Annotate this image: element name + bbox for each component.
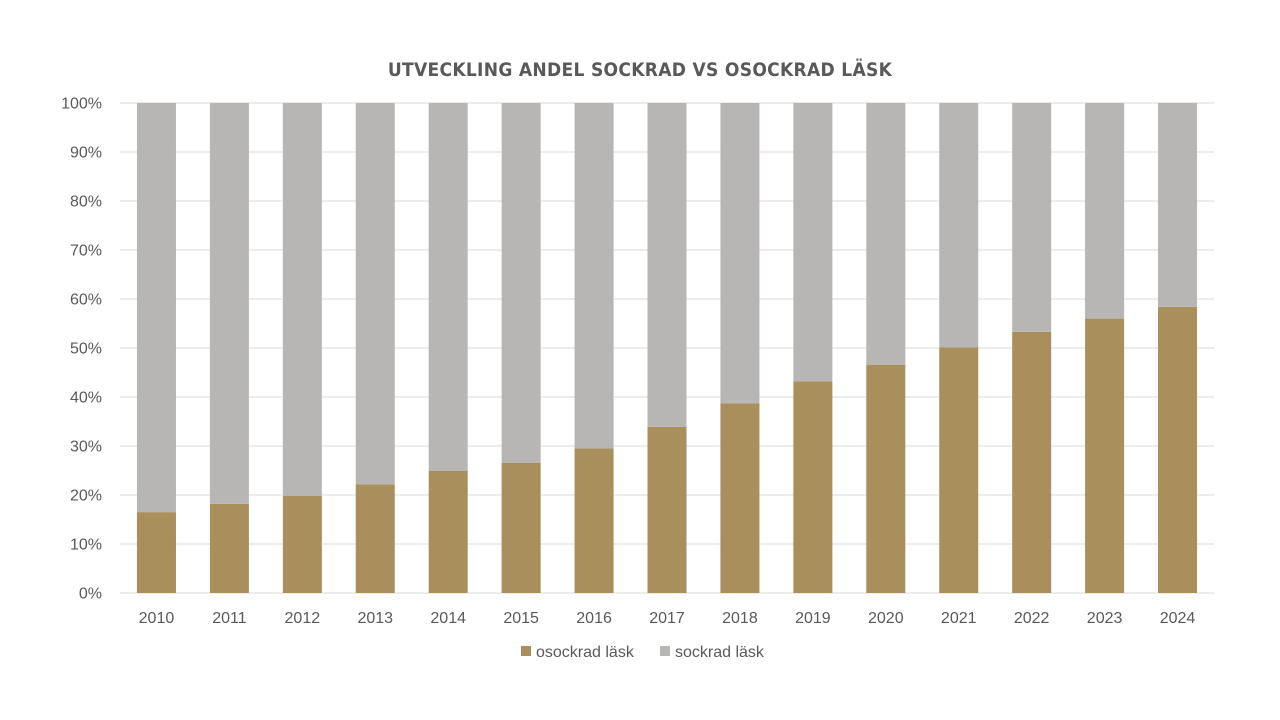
x-tick-label: 2016 — [576, 610, 612, 627]
x-tick-label: 2024 — [1160, 610, 1196, 627]
bar-sockrad — [793, 103, 833, 382]
bar-osockrad — [428, 470, 468, 593]
legend-swatch-sockrad — [660, 646, 670, 656]
bar-sockrad — [574, 103, 614, 449]
x-tick-label: 2020 — [868, 610, 904, 627]
bar-sockrad — [355, 103, 395, 485]
y-axis-ticks: 0% 10% 20% 30% 40% 50% 60% 70% 80% 90% 100% — [61, 96, 102, 603]
bar-sockrad — [939, 103, 979, 348]
bar-osockrad — [136, 512, 176, 593]
bar-osockrad — [1085, 318, 1125, 593]
bar-sockrad — [1085, 103, 1125, 319]
chart-title: UTVECKLING ANDEL SOCKRAD VS OSOCKRAD LÄS… — [388, 57, 893, 81]
x-tick-label: 2011 — [212, 610, 247, 627]
x-tick-label: 2015 — [503, 610, 539, 627]
x-tick-label: 2017 — [649, 610, 685, 627]
bar-osockrad — [574, 448, 614, 593]
bar-sockrad — [209, 103, 249, 504]
y-tick-label: 90% — [70, 145, 102, 162]
legend-label-sockrad: sockrad läsk — [675, 644, 765, 661]
legend-label-osockrad: osockrad läsk — [536, 644, 635, 661]
y-tick-label: 80% — [70, 194, 102, 211]
bar-sockrad — [136, 103, 176, 513]
y-tick-label: 70% — [70, 243, 102, 260]
bar-sockrad — [720, 103, 760, 404]
bar-sockrad — [282, 103, 322, 496]
bar-osockrad — [282, 495, 322, 593]
y-tick-label: 30% — [70, 439, 102, 456]
bar-osockrad — [501, 462, 541, 593]
x-tick-label: 2019 — [795, 610, 831, 627]
x-tick-label: 2023 — [1087, 610, 1123, 627]
bar-sockrad — [501, 103, 541, 463]
bar-osockrad — [939, 347, 979, 593]
y-tick-label: 100% — [61, 96, 102, 113]
y-tick-label: 40% — [70, 390, 102, 407]
bar-sockrad — [428, 103, 468, 471]
x-tick-label: 2013 — [357, 610, 393, 627]
x-tick-label: 2012 — [285, 610, 321, 627]
bar-sockrad — [1158, 103, 1198, 307]
y-tick-label: 10% — [70, 537, 102, 554]
x-tick-label: 2022 — [1014, 610, 1050, 627]
legend-swatch-osockrad — [521, 646, 531, 656]
legend: osockrad läsk sockrad läsk — [521, 644, 765, 661]
bar-osockrad — [209, 503, 249, 593]
y-tick-label: 60% — [70, 292, 102, 309]
bar-osockrad — [866, 364, 906, 593]
bars — [136, 103, 1198, 593]
x-tick-label: 2021 — [941, 610, 977, 627]
bar-sockrad — [647, 103, 687, 427]
y-tick-label: 20% — [70, 488, 102, 505]
x-tick-label: 2018 — [722, 610, 758, 627]
bar-osockrad — [793, 381, 833, 593]
bar-sockrad — [866, 103, 906, 365]
x-axis-ticks: 2010 2011 2012 2013 2014 2015 2016 2017 2018 2019… — [139, 610, 1196, 627]
bar-sockrad — [1012, 103, 1052, 332]
bar-osockrad — [1012, 331, 1052, 593]
x-tick-label: 2010 — [139, 610, 175, 627]
bar-osockrad — [720, 403, 760, 593]
y-tick-label: 50% — [70, 341, 102, 358]
bar-osockrad — [355, 484, 395, 593]
bar-osockrad — [1158, 306, 1198, 593]
bar-osockrad — [647, 426, 687, 593]
y-tick-label: 0% — [79, 586, 102, 603]
x-tick-label: 2014 — [430, 610, 466, 627]
